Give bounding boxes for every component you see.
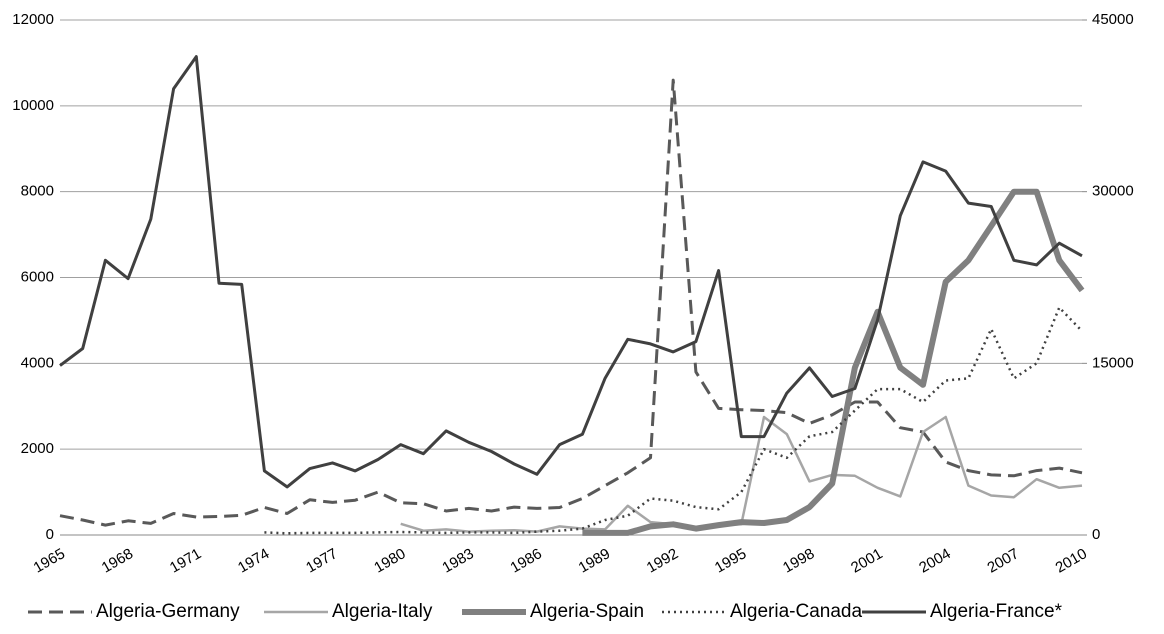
- legend-label: Algeria-Canada: [730, 601, 862, 622]
- x-tick-label: 1968: [99, 545, 136, 576]
- legend-label: Algeria-Spain: [530, 601, 644, 622]
- x-tick-label: 1989: [576, 545, 613, 576]
- x-tick-label: 1974: [235, 545, 272, 576]
- series-line: [59, 55, 1083, 489]
- x-tick-label: 2010: [1053, 545, 1090, 576]
- x-tick-label: 1995: [712, 545, 749, 576]
- series-line: [264, 306, 1083, 535]
- y2-tick-label: 45000: [1092, 11, 1134, 28]
- x-tick-label: 2001: [848, 545, 885, 576]
- legend-label: Algeria-Germany: [96, 601, 240, 622]
- y2-tick-label: 30000: [1092, 183, 1134, 200]
- y-tick-label: 8000: [21, 183, 54, 200]
- x-tick-label: 1980: [371, 545, 408, 576]
- x-tick-label: 1986: [508, 545, 545, 576]
- y-tick-label: 4000: [21, 354, 54, 371]
- x-tick-label: 2004: [916, 545, 953, 576]
- x-tick-label: 1992: [644, 545, 681, 576]
- y2-tick-label: 15000: [1092, 354, 1134, 371]
- series-line: [59, 78, 1083, 527]
- x-tick-label: 2007: [984, 545, 1021, 576]
- y2-tick-label: 0: [1092, 526, 1100, 543]
- y-tick-label: 6000: [21, 268, 54, 285]
- legend-label: Algeria-Italy: [332, 601, 433, 622]
- x-tick-label: 1977: [303, 545, 340, 576]
- series-line: [582, 188, 1085, 536]
- x-tick-label: 1998: [780, 545, 817, 576]
- x-tick-label: 1971: [167, 545, 204, 576]
- x-tick-label: 1983: [439, 545, 476, 576]
- legend-label: Algeria-France*: [930, 601, 1063, 622]
- x-tick-label: 1965: [31, 545, 68, 576]
- y-tick-label: 10000: [12, 97, 54, 114]
- y-tick-label: 12000: [12, 11, 54, 28]
- y-tick-label: 0: [46, 526, 54, 543]
- y-tick-label: 2000: [21, 440, 54, 457]
